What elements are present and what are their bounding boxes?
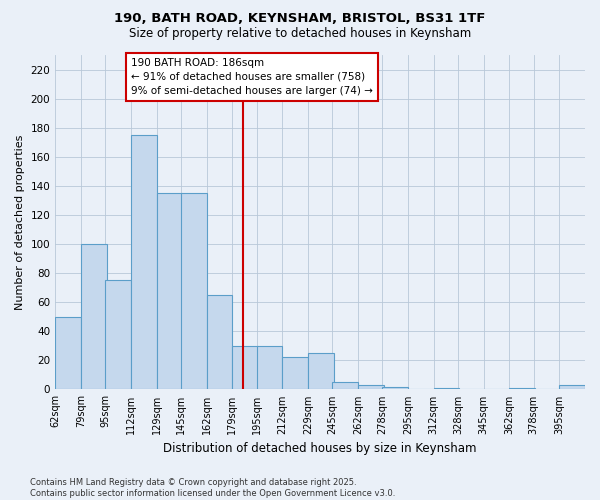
Bar xyxy=(55,316,81,390)
X-axis label: Distribution of detached houses by size in Keynsham: Distribution of detached houses by size … xyxy=(163,442,477,455)
Text: 190, BATH ROAD, KEYNSHAM, BRISTOL, BS31 1TF: 190, BATH ROAD, KEYNSHAM, BRISTOL, BS31 … xyxy=(115,12,485,26)
Bar xyxy=(232,346,258,390)
Bar xyxy=(382,386,408,390)
Text: Size of property relative to detached houses in Keynsham: Size of property relative to detached ho… xyxy=(129,28,471,40)
Bar xyxy=(559,385,585,390)
Bar xyxy=(157,193,182,390)
Bar xyxy=(358,385,383,390)
Bar xyxy=(131,135,157,390)
Y-axis label: Number of detached properties: Number of detached properties xyxy=(15,134,25,310)
Bar xyxy=(181,193,206,390)
Bar xyxy=(332,382,358,390)
Text: Contains HM Land Registry data © Crown copyright and database right 2025.
Contai: Contains HM Land Registry data © Crown c… xyxy=(30,478,395,498)
Bar xyxy=(509,388,535,390)
Text: 190 BATH ROAD: 186sqm
← 91% of detached houses are smaller (758)
9% of semi-deta: 190 BATH ROAD: 186sqm ← 91% of detached … xyxy=(131,58,373,96)
Bar xyxy=(308,353,334,390)
Bar xyxy=(105,280,131,390)
Bar xyxy=(434,388,460,390)
Bar xyxy=(206,295,232,390)
Bar xyxy=(257,346,282,390)
Bar xyxy=(81,244,107,390)
Bar xyxy=(282,358,308,390)
